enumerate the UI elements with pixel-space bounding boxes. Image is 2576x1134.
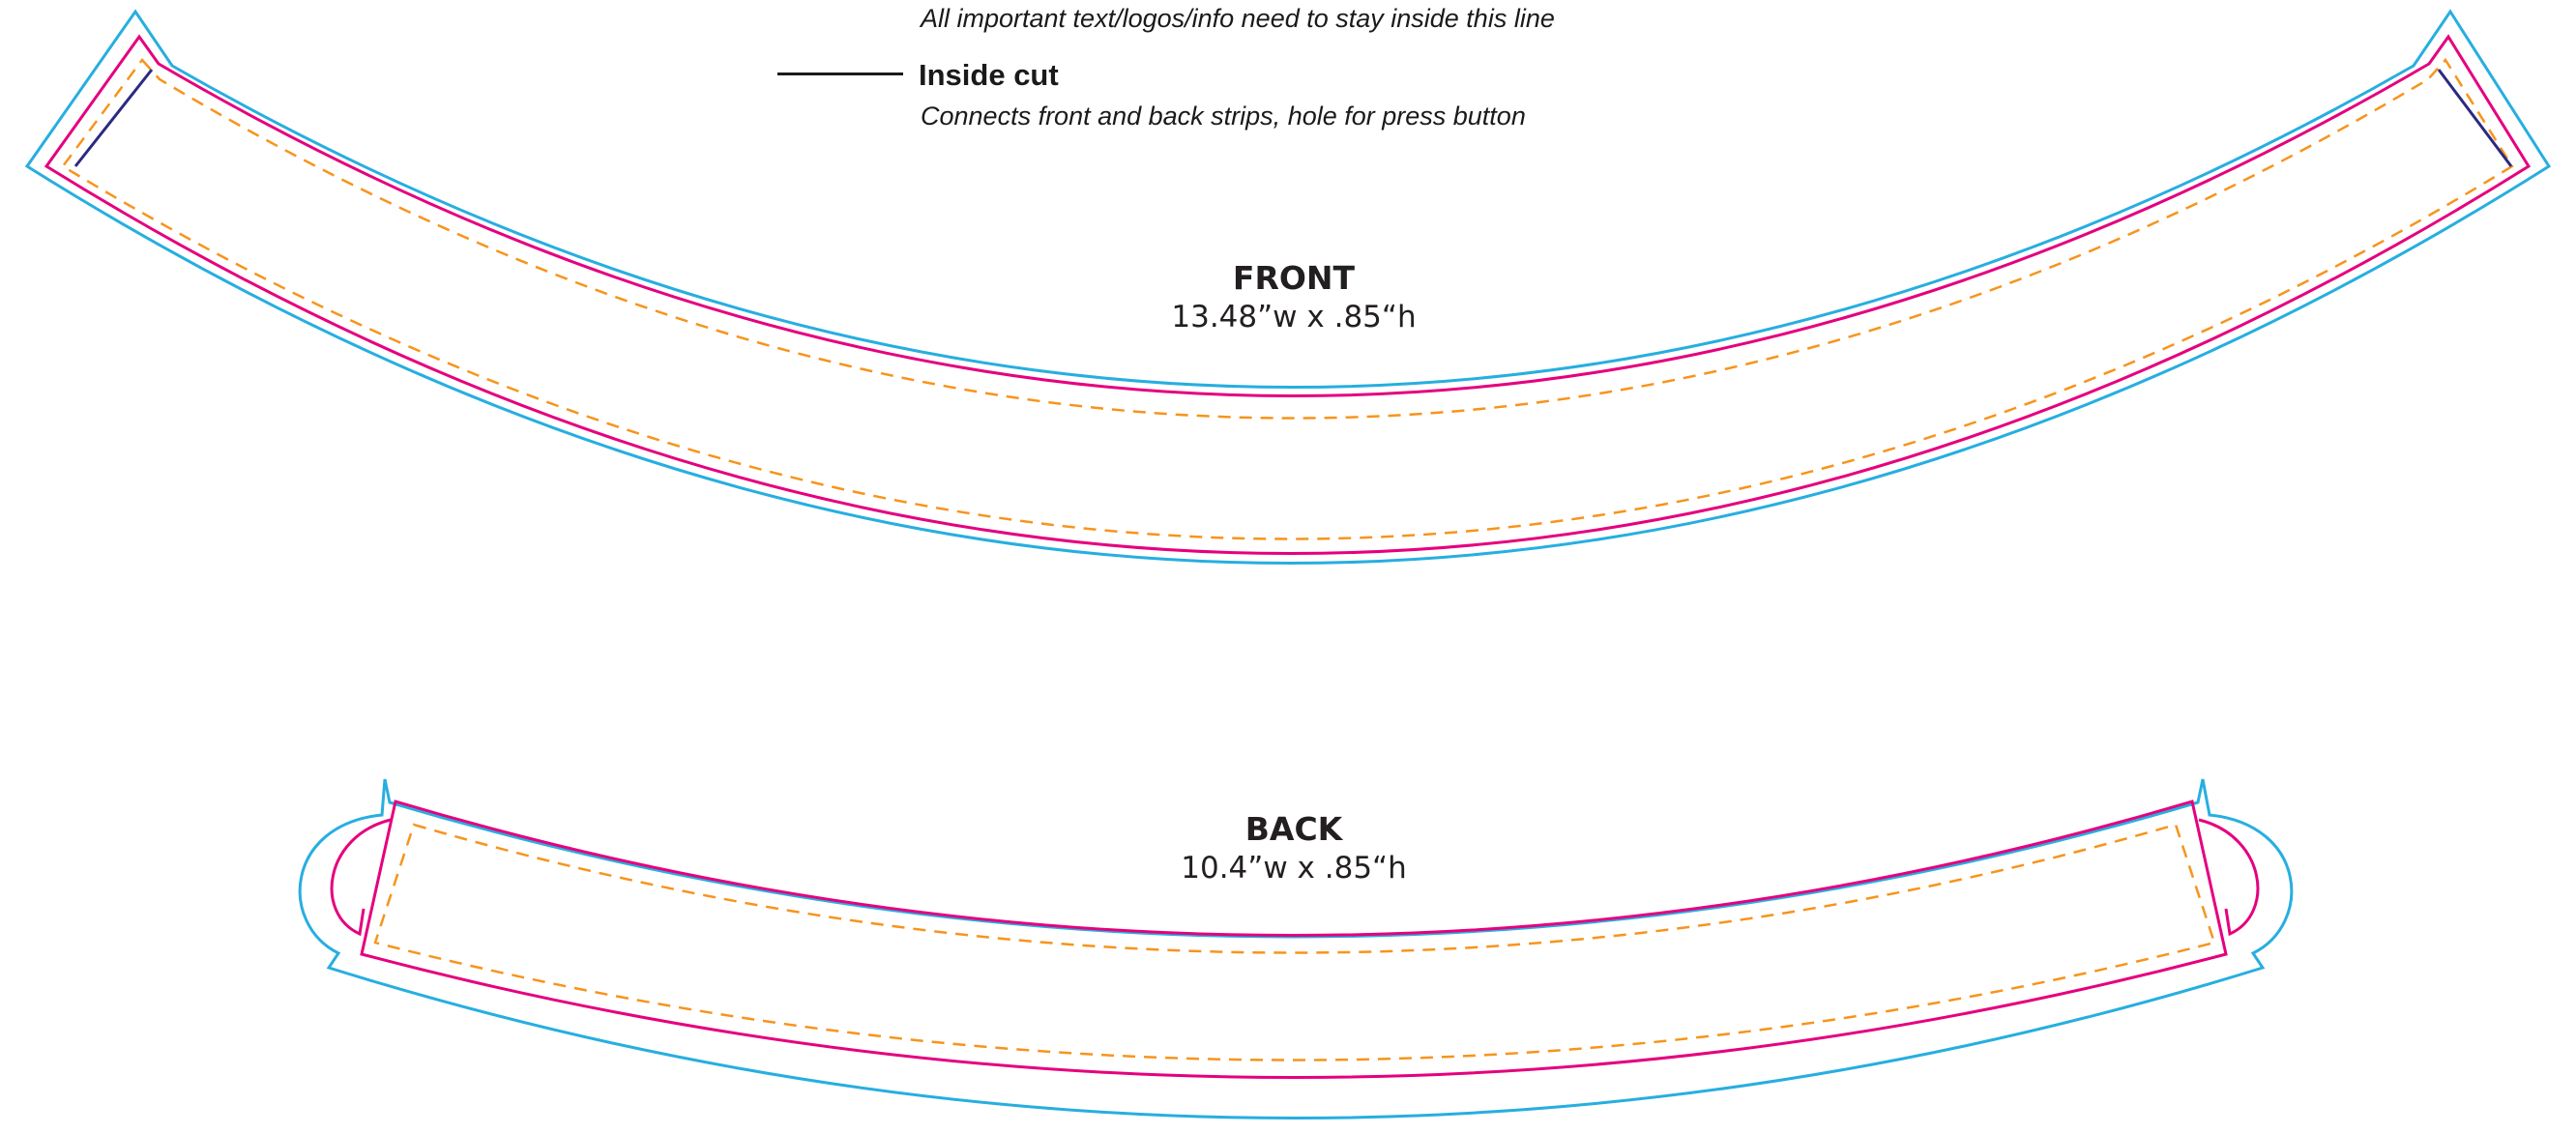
- front-inside-cut-right: [2437, 69, 2513, 167]
- back-bleed-line: [298, 778, 2294, 1119]
- back-safe-line: [373, 823, 2216, 1061]
- front-label: FRONT 13.48”w x .85“h: [1004, 259, 1584, 336]
- inside-cut-title: Inside cut: [919, 58, 1059, 92]
- back-left-tab: [330, 818, 392, 937]
- front-inside-cut-left: [73, 69, 154, 167]
- back-strip: [298, 778, 2294, 1119]
- back-trim-line: [360, 800, 2228, 1079]
- safe-zone-note: All important text/logos/info need to st…: [921, 4, 1555, 33]
- inside-cut-swatch: [777, 73, 903, 75]
- back-right-tab: [2198, 818, 2260, 937]
- front-bleed-line: [24, 9, 2552, 565]
- back-name: BACK: [1244, 810, 1343, 848]
- front-strip: [24, 9, 2552, 565]
- front-trim-line: [44, 34, 2532, 555]
- back-dimensions: 10.4”w x .85“h: [1181, 851, 1407, 886]
- back-label: BACK 10.4”w x .85“h: [1004, 810, 1584, 887]
- front-name: FRONT: [1232, 259, 1356, 297]
- inside-cut-note: Connects front and back strips, hole for…: [921, 102, 1526, 131]
- front-safe-line: [61, 57, 2514, 540]
- front-dimensions: 13.48”w x .85“h: [1171, 300, 1417, 334]
